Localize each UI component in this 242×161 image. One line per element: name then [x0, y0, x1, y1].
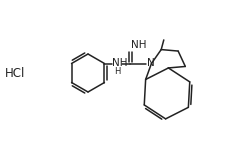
Text: N: N [147, 57, 155, 67]
Text: NH: NH [131, 39, 146, 49]
Text: HCl: HCl [5, 66, 25, 80]
Text: H: H [114, 67, 121, 76]
Text: NH: NH [113, 57, 128, 67]
